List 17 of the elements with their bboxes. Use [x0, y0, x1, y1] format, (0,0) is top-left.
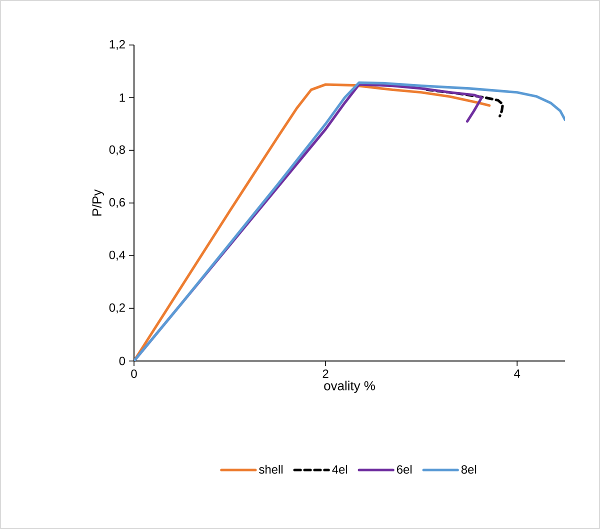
y-tick-label: 0,4: [109, 250, 126, 261]
legend-label: 6el: [397, 464, 412, 474]
legend-label: 4el: [332, 464, 348, 474]
y-tick-label: 0,2: [109, 303, 125, 314]
x-axis-title: ovality %: [324, 380, 375, 393]
y-tick-label: 0,6: [109, 198, 125, 208]
line-series: [426, 88, 504, 118]
y-tick-label: 0,8: [109, 145, 125, 156]
x-tick-label: 4: [514, 369, 520, 378]
y-tick-label: 1,2: [110, 40, 125, 50]
legend-label: 8el: [461, 464, 476, 474]
x-tick-label: 0: [131, 369, 137, 378]
x-tick-label: 2: [322, 369, 328, 378]
y-axis-title: P/Py: [92, 189, 104, 216]
legend-label: shell: [259, 464, 283, 474]
y-tick-label: 1: [120, 94, 125, 102]
y-tick-label: 0: [119, 356, 126, 366]
